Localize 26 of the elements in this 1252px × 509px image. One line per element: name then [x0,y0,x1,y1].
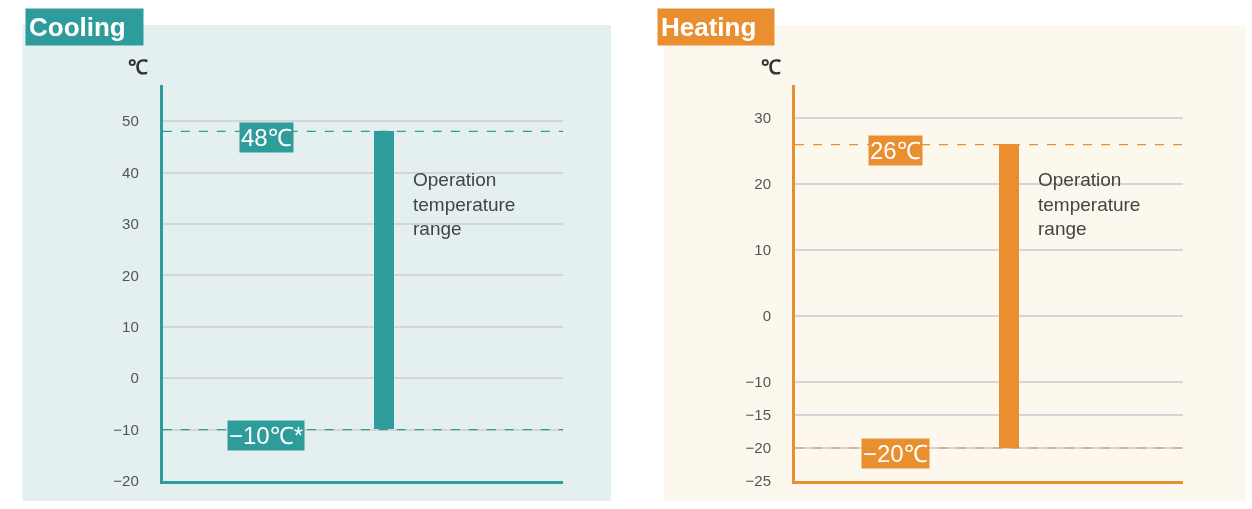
y-tick-label: 30 [754,109,772,127]
y-tick-label: −10 [113,420,139,438]
ref-line-label: 26℃ [870,137,921,164]
y-tick-label: 20 [754,175,772,193]
ref-line-label: −20℃ [863,440,928,467]
y-tick-label: −15 [745,406,772,424]
y-axis-title: ℃ [761,56,781,78]
y-tick-label: −25 [745,472,772,490]
y-tick-label: 30 [122,215,139,233]
annotation: Operation temperature range [1038,169,1141,240]
y-axis-title: ℃ [128,56,148,78]
y-tick-label: −20 [745,439,772,457]
y-tick-label: 10 [122,318,139,336]
y-tick-label: 50 [122,112,139,130]
y-tick-label: −10 [745,373,772,391]
y-tick-label: 20 [122,266,139,284]
chart-title: Cooling [29,12,141,42]
chart-title: Heating [661,12,771,42]
ref-line-label: 48℃ [241,124,292,151]
ref-line-label: −10℃* [229,422,304,449]
y-tick-label: 10 [754,241,772,259]
y-tick-label: 0 [130,369,139,387]
y-tick-label: 40 [122,163,139,181]
annotation: Operation temperature range [413,169,516,240]
y-tick-label: −20 [113,472,139,490]
y-tick-label: 0 [762,307,772,325]
